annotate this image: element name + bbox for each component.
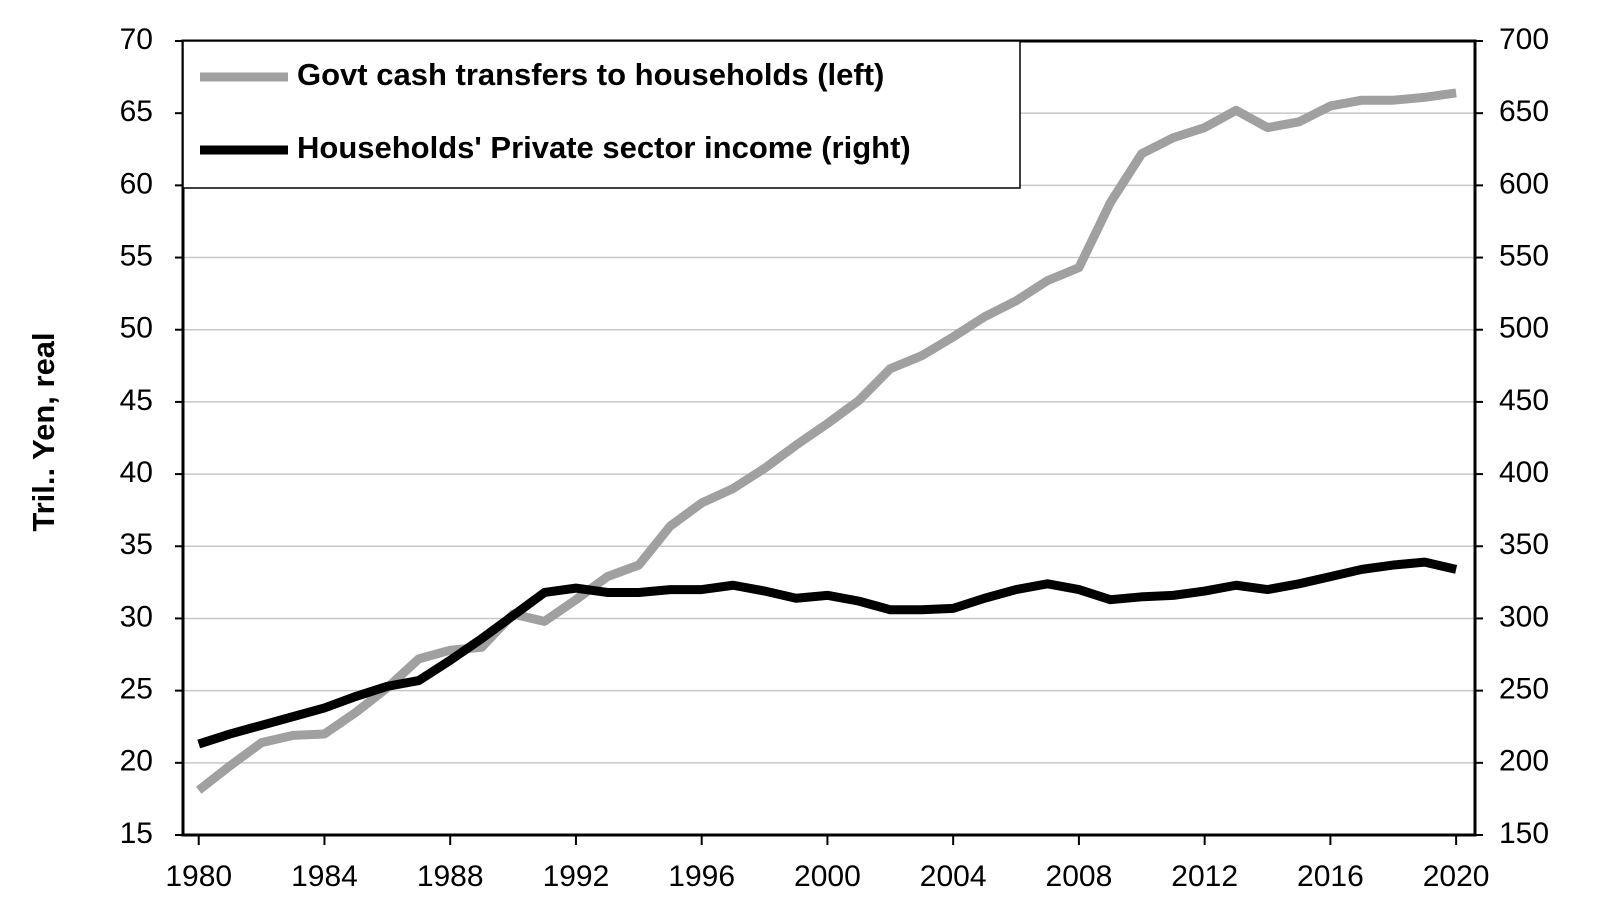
y2-tick-label: 550 (1499, 239, 1549, 272)
y2-tick-label: 250 (1499, 673, 1549, 706)
legend-label: Govt cash transfers to households (left) (297, 57, 884, 92)
y-tick-label: 70 (120, 23, 153, 56)
x-tick-label: 1984 (291, 860, 358, 893)
y2-tick-label: 350 (1499, 528, 1549, 561)
y2-tick-label: 700 (1499, 23, 1549, 56)
series-line (195, 88, 1457, 794)
y-axis-label: Tril.. Yen, real (26, 332, 61, 531)
y-tick-label: 55 (120, 239, 153, 272)
y-tick-label: 25 (120, 673, 153, 706)
y-tick-label: 30 (120, 600, 153, 633)
y-tick-label: 20 (120, 745, 153, 778)
series-line (197, 557, 1458, 749)
x-tick-label: 2016 (1297, 860, 1364, 893)
y-tick-label: 50 (120, 312, 153, 345)
legend-label: Households' Private sector income (right… (297, 130, 911, 165)
x-tick-label: 2020 (1423, 860, 1490, 893)
y2-tick-label: 600 (1499, 167, 1549, 200)
x-tick-label: 1980 (165, 860, 232, 893)
y-tick-label: 35 (120, 528, 153, 561)
x-tick-label: 1992 (543, 860, 610, 893)
x-tick-label: 1988 (417, 860, 484, 893)
x-tick-label: 2004 (920, 860, 987, 893)
x-tick-label: 2008 (1046, 860, 1113, 893)
x-tick-label: 2000 (794, 860, 861, 893)
y-tick-label: 65 (120, 95, 153, 128)
y2-tick-label: 650 (1499, 95, 1549, 128)
legend-box (182, 40, 1021, 189)
y2-tick-label: 450 (1499, 384, 1549, 417)
y2-tick-label: 500 (1499, 312, 1549, 345)
y2-tick-label: 200 (1499, 745, 1549, 778)
y-tick-label: 45 (120, 384, 153, 417)
y-tick-label: 60 (120, 167, 153, 200)
y2-tick-label: 300 (1499, 600, 1549, 633)
y2-tick-label: 150 (1499, 817, 1549, 850)
x-tick-label: 2012 (1171, 860, 1238, 893)
y2-tick-label: 400 (1499, 456, 1549, 489)
legend: Govt cash transfers to households (left)… (182, 40, 1021, 189)
y-tick-label: 15 (120, 817, 153, 850)
x-tick-label: 1996 (668, 860, 735, 893)
y-tick-label: 40 (120, 456, 153, 489)
